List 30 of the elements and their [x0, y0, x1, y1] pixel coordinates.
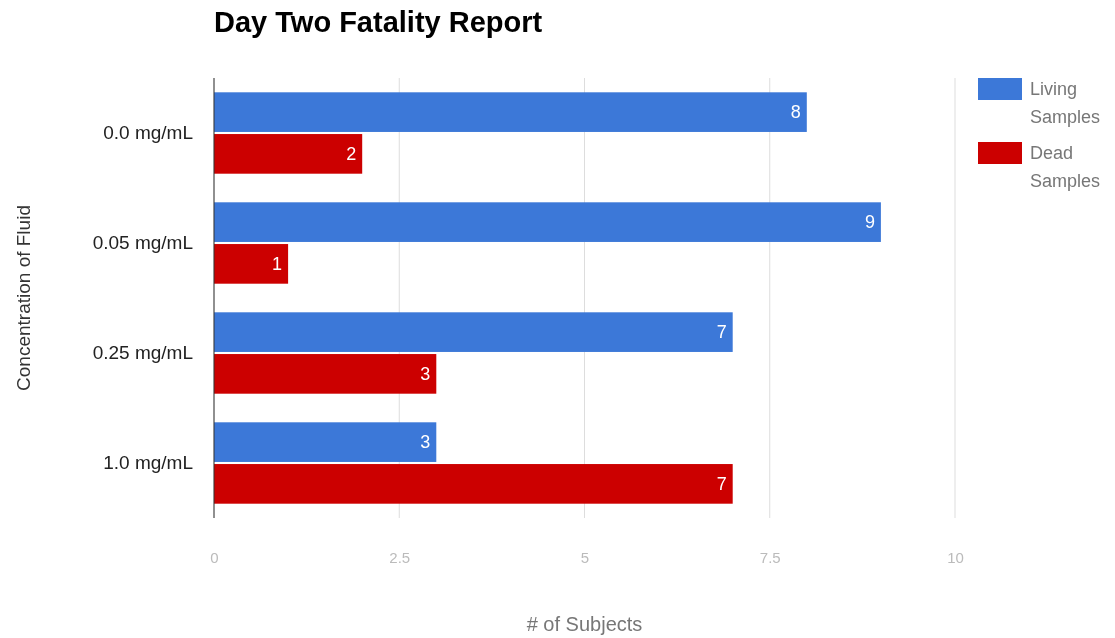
data-label: 7 [716, 474, 727, 495]
bar [214, 312, 733, 352]
y-axis-title: Concentration of Fluid [13, 205, 34, 391]
data-label: 2 [346, 144, 357, 165]
legend-label: Dead Samples [1030, 143, 1101, 191]
x-tick-label: 5 [580, 549, 590, 566]
bar [214, 354, 437, 394]
bar [214, 202, 881, 242]
y-tick-label: 0.0 mg/mL [103, 122, 193, 144]
x-tick-label: 10 [947, 549, 964, 566]
chart-title: Day Two Fatality Report [214, 6, 543, 38]
data-label: 3 [420, 432, 431, 453]
data-label: 7 [716, 322, 727, 343]
bar [214, 464, 733, 504]
x-tick-label: 0 [210, 549, 219, 566]
data-label: 9 [864, 212, 875, 233]
legend-label: Living Samples [1030, 79, 1101, 127]
x-tick-label: 7.5 [759, 549, 781, 566]
bar [214, 92, 807, 132]
data-label: 3 [420, 364, 431, 385]
x-axis-title: # of Subjects [526, 613, 643, 635]
bar [214, 422, 437, 462]
y-tick-label: 0.05 mg/mL [92, 232, 193, 254]
y-tick-label: 0.25 mg/mL [92, 342, 193, 364]
bar [214, 134, 363, 174]
data-label: 8 [790, 102, 801, 123]
x-tick-label: 2.5 [389, 549, 411, 566]
data-label: 1 [272, 254, 283, 275]
bar [214, 244, 289, 284]
y-tick-label: 1.0 mg/mL [103, 452, 193, 474]
